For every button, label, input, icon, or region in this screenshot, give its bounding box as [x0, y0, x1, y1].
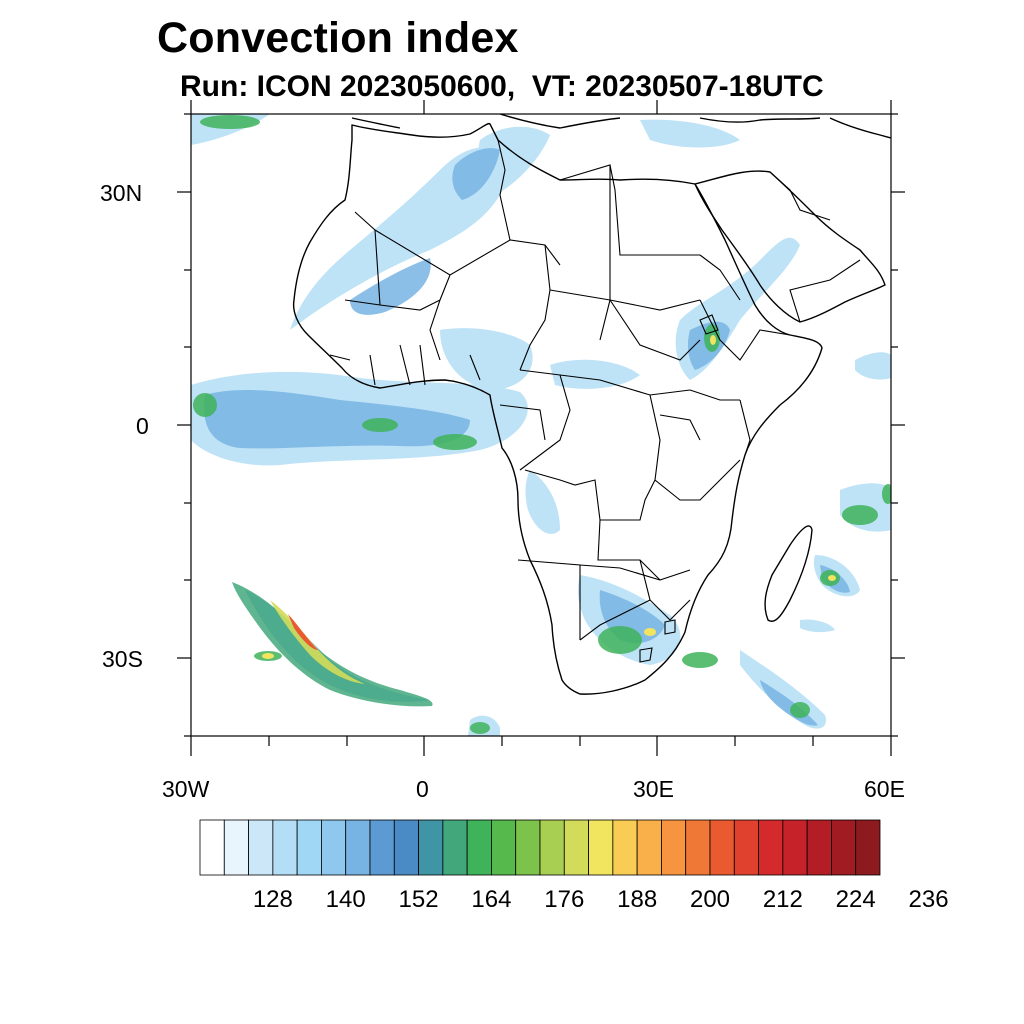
coastline — [292, 114, 891, 695]
country-borders — [329, 139, 861, 663]
map-subtitle: Run: ICON 2023050600, VT: 20230507-18UTC — [180, 70, 824, 103]
colorbar-swatch — [515, 819, 541, 876]
lon-label-60e: 60E — [864, 776, 905, 802]
colorbar-swatch — [636, 819, 662, 876]
colorbar-label: 224 — [835, 886, 876, 913]
colorbar-swatch — [661, 819, 687, 876]
colorbar-swatch — [491, 819, 517, 876]
colorbar-swatch — [272, 819, 298, 876]
colorbar-label: 212 — [762, 886, 803, 913]
colorbar-label: 176 — [544, 886, 585, 913]
colorbar-swatch — [806, 819, 832, 876]
colorbar-swatch — [709, 819, 735, 876]
lon-label-0: 0 — [416, 776, 429, 802]
colorbar-swatch — [782, 819, 808, 876]
colorbar-swatch — [855, 819, 881, 876]
lat-label-30s: 30S — [102, 646, 143, 672]
lon-label-30e: 30E — [633, 776, 674, 802]
colorbar-swatch — [563, 819, 589, 876]
colorbar-swatch — [685, 819, 711, 876]
colorbar-swatch — [393, 819, 419, 876]
colorbar-swatch — [345, 819, 371, 876]
lat-label-0: 0 — [136, 413, 149, 439]
colorbar-swatch — [248, 819, 274, 876]
colorbar-swatch — [758, 819, 784, 876]
colorbar-swatch — [733, 819, 759, 876]
colorbar-swatch — [296, 819, 322, 876]
lat-label-30n: 30N — [100, 180, 143, 206]
colorbar-swatch — [612, 819, 638, 876]
colorbar-label: 188 — [617, 886, 658, 913]
colorbar-swatch — [321, 819, 347, 876]
colorbar-label: 236 — [908, 886, 949, 913]
colorbar-swatch — [831, 819, 857, 876]
axis-ticks — [177, 100, 905, 756]
colorbar-swatch — [588, 819, 614, 876]
colorbar-label: 128 — [252, 886, 293, 913]
colorbar-swatch — [442, 819, 468, 876]
colorbar-label: 152 — [398, 886, 439, 913]
colorbar-swatch — [418, 819, 444, 876]
colorbar-swatch — [223, 819, 249, 876]
colorbar-label: 200 — [689, 886, 731, 913]
colorbar-swatch — [369, 819, 395, 876]
colorbar-label: 140 — [325, 886, 366, 913]
lon-label-30w: 30W — [162, 776, 210, 802]
colorbar — [199, 819, 881, 876]
colorbar-swatch — [199, 819, 225, 876]
map-title: Convection index — [157, 14, 519, 62]
convection-field — [191, 114, 891, 736]
colorbar-label: 164 — [471, 886, 512, 913]
colorbar-swatch — [539, 819, 565, 876]
colorbar-swatch — [466, 819, 492, 876]
